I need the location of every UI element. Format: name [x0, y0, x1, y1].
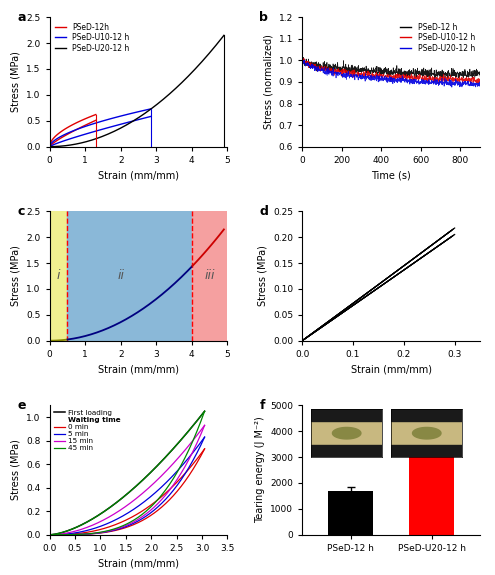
- Y-axis label: Stress (normalized): Stress (normalized): [263, 34, 273, 129]
- Y-axis label: Stress (MPa): Stress (MPa): [10, 52, 20, 112]
- Y-axis label: Stress (MPa): Stress (MPa): [10, 440, 20, 500]
- 5 min: [201, 434, 207, 440]
- 5 min: [56, 531, 62, 538]
- Bar: [50, 211, 67, 340]
- Text: i: i: [56, 269, 60, 282]
- 15 min: [189, 439, 195, 446]
- X-axis label: Strain (mm/mm): Strain (mm/mm): [98, 558, 179, 568]
- First loading: [189, 424, 195, 431]
- Y-axis label: Tearing energy (J M⁻²): Tearing energy (J M⁻²): [254, 417, 265, 523]
- 5 min: [75, 529, 81, 536]
- 5 min: [194, 444, 200, 451]
- Bar: [409, 439, 454, 535]
- 0 min: [88, 528, 94, 535]
- 15 min: [194, 432, 200, 439]
- 5 min: [189, 451, 195, 458]
- Text: d: d: [259, 205, 268, 218]
- 5 min: [88, 526, 94, 533]
- 45 min: [194, 417, 200, 424]
- Legend: PSeD-12 h, PSeD-U10-12 h, PSeD-U20-12 h: PSeD-12 h, PSeD-U10-12 h, PSeD-U20-12 h: [398, 21, 476, 54]
- 15 min: [88, 523, 94, 530]
- Text: e: e: [17, 399, 26, 412]
- X-axis label: Strain (mm/mm): Strain (mm/mm): [98, 170, 179, 180]
- Y-axis label: Stress (MPa): Stress (MPa): [257, 246, 267, 306]
- Line: 15 min: 15 min: [50, 426, 204, 535]
- Y-axis label: Stress (MPa): Stress (MPa): [10, 246, 20, 306]
- Text: f: f: [259, 399, 265, 412]
- First loading: [201, 408, 207, 415]
- 5 min: [47, 531, 52, 538]
- First loading: [194, 417, 200, 424]
- Text: c: c: [17, 205, 25, 218]
- Bar: [67, 211, 192, 340]
- Line: 0 min: 0 min: [50, 449, 204, 535]
- Bar: [192, 211, 228, 340]
- Legend: PSeD-12h, PSeD-U10-12 h, PSeD-U20-12 h: PSeD-12h, PSeD-U10-12 h, PSeD-U20-12 h: [53, 21, 131, 54]
- First loading: [47, 531, 52, 538]
- 45 min: [56, 530, 62, 537]
- First loading: [56, 530, 62, 537]
- 45 min: [201, 408, 207, 415]
- 5 min: [53, 531, 59, 538]
- First loading: [75, 523, 81, 530]
- Text: a: a: [17, 11, 26, 24]
- X-axis label: Strain (mm/mm): Strain (mm/mm): [98, 365, 179, 374]
- Line: First loading: First loading: [50, 411, 204, 535]
- 15 min: [201, 422, 207, 429]
- Text: iii: iii: [204, 269, 215, 282]
- 45 min: [47, 531, 52, 538]
- Legend: First loading, Waiting time, 0 min, 5 min, 15 min, 45 min: First loading, Waiting time, 0 min, 5 mi…: [53, 409, 121, 452]
- 0 min: [201, 446, 207, 453]
- Bar: [329, 491, 373, 535]
- 0 min: [56, 531, 62, 538]
- 0 min: [189, 463, 195, 470]
- First loading: [88, 516, 94, 523]
- X-axis label: Strain (mm/mm): Strain (mm/mm): [350, 365, 432, 374]
- Text: b: b: [259, 11, 268, 24]
- 15 min: [56, 531, 62, 538]
- 45 min: [53, 531, 59, 538]
- 45 min: [88, 516, 94, 523]
- 15 min: [53, 531, 59, 538]
- 0 min: [75, 530, 81, 537]
- 0 min: [47, 531, 52, 538]
- First loading: [53, 531, 59, 538]
- 0 min: [53, 531, 59, 538]
- 45 min: [189, 424, 195, 431]
- Line: 45 min: 45 min: [50, 411, 204, 535]
- 0 min: [194, 456, 200, 463]
- Line: 5 min: 5 min: [50, 437, 204, 535]
- Text: ii: ii: [117, 269, 124, 282]
- 15 min: [75, 527, 81, 534]
- X-axis label: Time (s): Time (s): [371, 170, 411, 180]
- 15 min: [47, 531, 52, 538]
- 45 min: [75, 523, 81, 530]
